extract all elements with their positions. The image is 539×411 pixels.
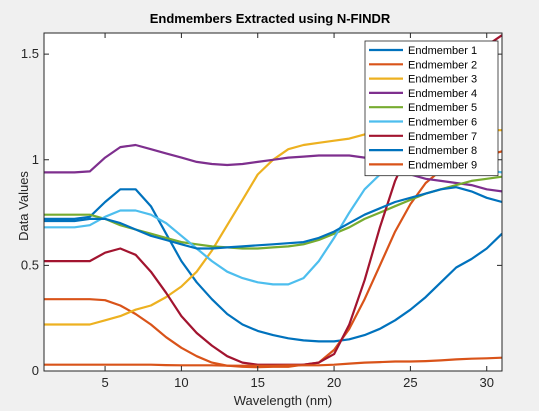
y-tick-label: 1	[32, 152, 39, 167]
x-tick-label: 20	[327, 375, 341, 390]
legend-label: Endmember 3	[408, 74, 477, 86]
y-tick-label: 1.5	[21, 46, 39, 61]
y-tick-label: 0	[32, 363, 39, 378]
chart-title: Endmembers Extracted using N-FINDR	[150, 11, 391, 26]
legend: Endmember 1 Endmember 2 Endmember 3 Endmemb…	[365, 41, 498, 176]
legend-label: Endmember 4	[408, 88, 477, 100]
y-tick-label: 0.5	[21, 257, 39, 272]
legend-label: Endmember 2	[408, 59, 477, 71]
legend-label: Endmember 8	[408, 145, 477, 157]
legend-label: Endmember 7	[408, 131, 477, 143]
y-axis-label: Data Values	[16, 171, 31, 241]
x-tick-label: 25	[403, 375, 417, 390]
legend-label: Endmember 5	[408, 102, 477, 114]
legend-label: Endmember 9	[408, 159, 477, 171]
x-tick-label: 30	[479, 375, 493, 390]
x-tick-label: 5	[101, 375, 108, 390]
legend-label: Endmember 1	[408, 45, 477, 57]
legend-label: Endmember 6	[408, 117, 477, 129]
x-tick-label: 10	[174, 375, 188, 390]
x-axis-label: Wavelength (nm)	[234, 393, 333, 408]
x-tick-label: 15	[250, 375, 264, 390]
